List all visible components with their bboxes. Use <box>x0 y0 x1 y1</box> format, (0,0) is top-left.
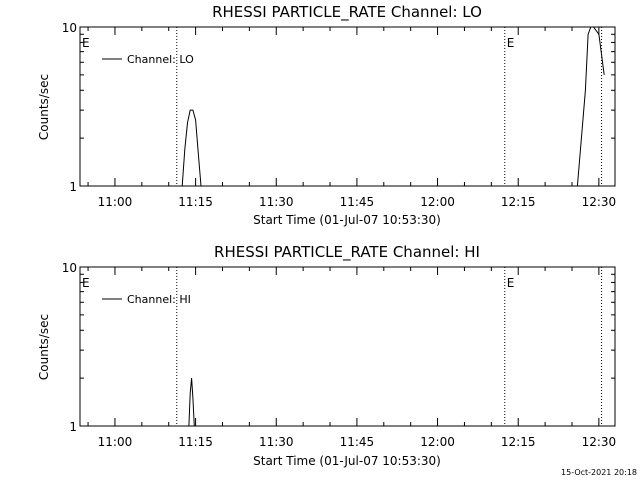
x-tick-label: 12:15 <box>501 435 536 449</box>
event-annotation: E <box>507 36 515 50</box>
panel-hi-title: RHESSI PARTICLE_RATE Channel: HI <box>214 243 480 262</box>
panel-lo-plot: 11:00 11:15 11:30 11:45 12:00 12:15 12:30 1 10 E E <box>62 21 616 209</box>
x-tick-label: 11:15 <box>178 435 213 449</box>
panel-hi-xlabel: Start Time (01-Jul-07 10:53:30) <box>253 454 441 468</box>
panel-lo-title: RHESSI PARTICLE_RATE Channel: LO <box>212 3 482 22</box>
panel-lo-legend-label: Channel: LO <box>127 53 194 66</box>
x-tick-label: 11:30 <box>259 195 294 209</box>
y-tick-label: 1 <box>69 180 77 194</box>
x-tick-label: 11:15 <box>178 195 213 209</box>
panel-lo: RHESSI PARTICLE_RATE Channel: LO 11:00 11… <box>37 3 616 227</box>
x-tick-label: 11:30 <box>259 435 294 449</box>
panel-hi-plot: 11:00 11:15 11:30 11:45 12:00 12:15 12:30 1 10 E E <box>62 261 616 449</box>
x-tick-label: 12:00 <box>420 195 455 209</box>
x-tick-label: 11:45 <box>340 435 375 449</box>
panel-hi-legend-label: Channel: HI <box>127 293 191 306</box>
event-annotation: E <box>82 36 90 50</box>
y-tick-label: 1 <box>69 420 77 434</box>
series-line <box>188 378 195 427</box>
plot-frame <box>79 26 616 187</box>
panel-lo-ylabel: Counts/sec <box>37 74 51 140</box>
x-tick-label: 12:00 <box>420 435 455 449</box>
x-tick-label: 11:00 <box>98 195 133 209</box>
footer-timestamp: 15-Oct-2021 20:18 <box>561 468 637 477</box>
panel-lo-xlabel: Start Time (01-Jul-07 10:53:30) <box>253 213 441 227</box>
event-annotation: E <box>82 276 90 290</box>
panel-hi-ylabel: Counts/sec <box>37 314 51 380</box>
event-annotation: E <box>507 276 515 290</box>
x-tick-label: 11:45 <box>340 195 375 209</box>
x-tick-label: 11:00 <box>98 435 133 449</box>
x-tick-label: 12:30 <box>582 195 617 209</box>
x-tick-label: 12:15 <box>501 195 536 209</box>
y-tick-label: 10 <box>62 261 77 275</box>
y-tick-label: 10 <box>62 21 77 35</box>
plot-frame <box>79 266 616 427</box>
series-line <box>174 26 605 187</box>
panel-hi: RHESSI PARTICLE_RATE Channel: HI 11:00 11… <box>37 243 616 468</box>
x-tick-label: 12:30 <box>582 435 617 449</box>
